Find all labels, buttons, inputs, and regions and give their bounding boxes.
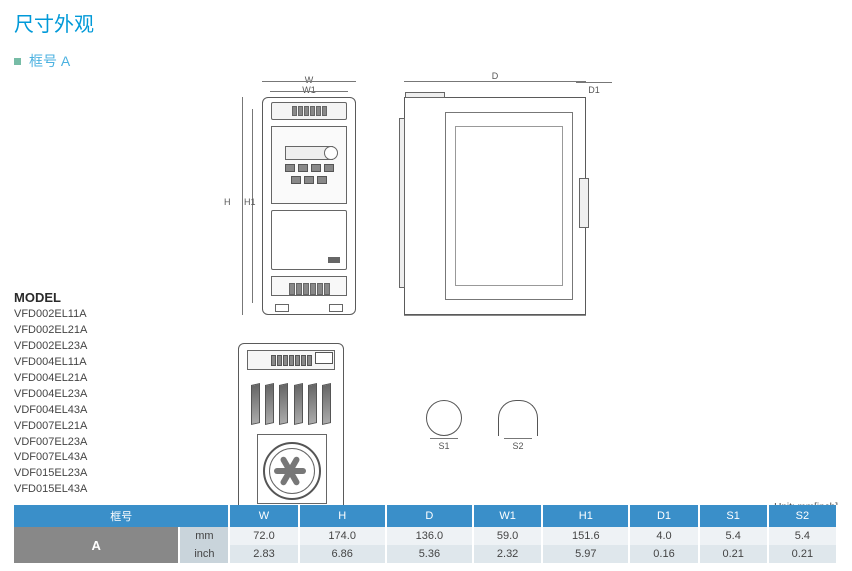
value-cell: 0.16	[629, 545, 698, 563]
dimension-table: 框号 W H D W1 H1 D1 S1 S2 Amm72.0174.0136.…	[14, 505, 838, 563]
side-front-plate	[399, 118, 405, 288]
side-inner2	[455, 126, 563, 286]
value-cell: 2.32	[473, 545, 542, 563]
side-body	[404, 97, 586, 315]
model-list: VFD002EL11AVFD002EL21AVFD002EL23AVFD004E…	[14, 307, 154, 498]
th-frame: 框号	[14, 505, 229, 527]
s2-slot-icon	[498, 400, 538, 436]
dim-s1-label: S1	[426, 441, 462, 451]
mid-cover	[271, 210, 347, 270]
value-cell: 6.86	[299, 545, 386, 563]
button-row	[291, 176, 327, 184]
value-cell: 59.0	[473, 527, 542, 545]
s1-dim-line	[430, 438, 458, 439]
value-cell: 5.36	[386, 545, 473, 563]
bullet-icon	[14, 58, 21, 65]
th-col: W1	[473, 505, 542, 527]
model-item: VFD002EL21A	[14, 323, 154, 339]
port-icon	[315, 352, 333, 364]
model-item: VFD004EL11A	[14, 355, 154, 371]
table-header-row: 框号 W H D W1 H1 D1 S1 S2	[14, 505, 837, 527]
dim-w-line	[262, 81, 356, 82]
dim-d1-label: D1	[576, 85, 612, 95]
heatsink-fins	[249, 378, 333, 424]
th-col: H	[299, 505, 386, 527]
knob-icon	[324, 146, 338, 160]
model-item: VDF007EL23A	[14, 435, 154, 451]
th-col: S1	[699, 505, 768, 527]
value-cell: 151.6	[542, 527, 629, 545]
th-col: D	[386, 505, 473, 527]
model-header: MODEL	[14, 290, 154, 305]
value-cell: 5.4	[768, 527, 837, 545]
bottom-body	[238, 343, 344, 511]
terminal-bottom	[271, 276, 347, 296]
control-panel	[271, 126, 347, 204]
side-base-line	[404, 315, 586, 316]
screw-detail: S1 S2	[426, 395, 606, 455]
value-cell: 4.0	[629, 527, 698, 545]
table-row: Amm72.0174.0136.059.0151.64.05.45.4	[14, 527, 837, 545]
value-cell: 0.21	[699, 545, 768, 563]
frame-subtitle: 框号 A	[29, 51, 70, 71]
dim-h-line	[242, 97, 243, 315]
dim-h-label: H	[224, 197, 231, 207]
value-cell: 72.0	[229, 527, 298, 545]
mount-feet	[275, 304, 343, 312]
subtitle-row: 框号 A	[14, 51, 838, 71]
value-cell: 5.4	[699, 527, 768, 545]
din-clip-icon	[579, 178, 589, 228]
dim-d-label: D	[404, 71, 586, 81]
unit-cell: mm	[179, 527, 229, 545]
page-title: 尺寸外观	[14, 8, 838, 37]
dim-h-wrap: H H1	[226, 97, 258, 315]
th-col: S2	[768, 505, 837, 527]
value-cell: 174.0	[299, 527, 386, 545]
value-cell: 136.0	[386, 527, 473, 545]
th-col: H1	[542, 505, 629, 527]
frame-cell: A	[14, 527, 179, 563]
drawings: W W1 H H1	[176, 75, 836, 525]
front-body	[262, 97, 356, 315]
model-item: VFD004EL23A	[14, 387, 154, 403]
dim-s2-label: S2	[498, 441, 538, 451]
dim-d-line	[404, 81, 586, 82]
dim-w-label: W	[262, 75, 356, 85]
s2-dim-line	[504, 438, 532, 439]
s1-circle-icon	[426, 400, 462, 436]
model-item: VDF007EL43A	[14, 450, 154, 466]
button-row	[285, 164, 334, 172]
dim-w1-line	[270, 91, 348, 92]
model-item: VFD004EL21A	[14, 371, 154, 387]
model-item: VFD007EL21A	[14, 419, 154, 435]
dim-w1-label: W1	[270, 85, 348, 95]
terminal-top	[271, 102, 347, 120]
model-item: VFD002EL23A	[14, 339, 154, 355]
value-cell: 2.83	[229, 545, 298, 563]
model-item: VDF004EL43A	[14, 403, 154, 419]
side-top	[405, 92, 445, 98]
fan-rotor	[269, 448, 315, 494]
slot-icon	[328, 257, 340, 263]
model-block: MODEL VFD002EL11AVFD002EL21AVFD002EL23AV…	[14, 290, 154, 498]
bottom-view	[238, 343, 344, 511]
th-col: W	[229, 505, 298, 527]
th-col: D1	[629, 505, 698, 527]
fan-icon	[263, 442, 321, 500]
dim-h1-label: H1	[244, 197, 256, 207]
s1-shape: S1	[426, 400, 462, 451]
value-cell: 5.97	[542, 545, 629, 563]
dim-d1-line	[576, 82, 612, 83]
value-cell: 0.21	[768, 545, 837, 563]
content-row: MODEL VFD002EL11AVFD002EL21AVFD002EL23AV…	[14, 75, 838, 525]
s2-shape: S2	[498, 400, 538, 451]
model-item: VFD002EL11A	[14, 307, 154, 323]
unit-cell: inch	[179, 545, 229, 563]
model-item: VDF015EL23A	[14, 466, 154, 482]
model-item: VFD015EL43A	[14, 482, 154, 498]
